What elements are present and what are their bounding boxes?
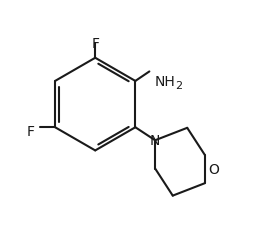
- Text: F: F: [27, 124, 35, 138]
- Text: F: F: [91, 37, 99, 51]
- Text: 2: 2: [175, 81, 183, 90]
- Text: N: N: [150, 134, 160, 148]
- Text: O: O: [208, 162, 219, 176]
- Text: NH: NH: [155, 74, 176, 88]
